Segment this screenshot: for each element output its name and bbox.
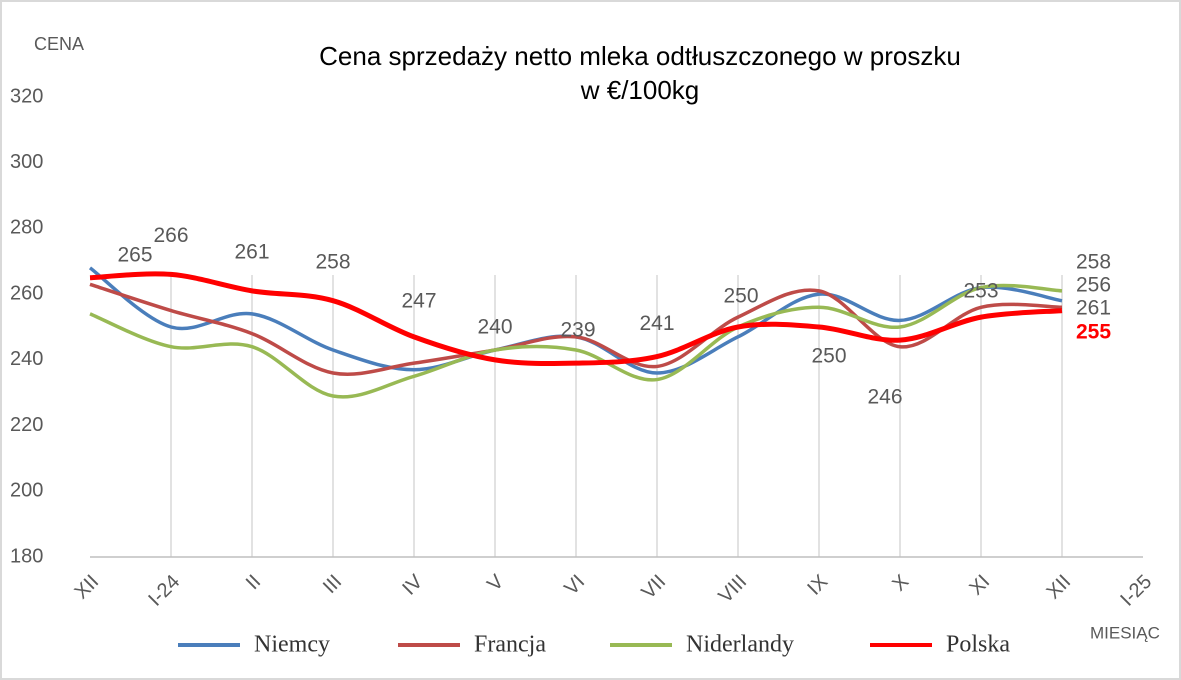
- data-label: 258: [1076, 251, 1111, 274]
- data-label: 241: [639, 312, 674, 335]
- data-label: 247: [401, 289, 436, 312]
- series-line: [89, 282, 1063, 376]
- data-label: 253: [963, 280, 998, 303]
- y-tick-label: 320: [10, 85, 43, 107]
- data-label: 239: [560, 319, 595, 342]
- chart-title: w €/100kg: [580, 75, 700, 105]
- y-tick-label: 260: [10, 282, 43, 304]
- data-label: 265: [117, 243, 152, 266]
- legend-label: Niemcy: [254, 632, 330, 658]
- y-tick-label: 220: [10, 414, 43, 436]
- chart-title: Cena sprzedaży netto mleka odtłuszczoneg…: [319, 41, 961, 71]
- y-axis-title: CENA: [34, 34, 84, 54]
- data-label: 256: [1076, 274, 1111, 297]
- data-label: 250: [723, 285, 758, 308]
- legend-label: Niderlandy: [686, 632, 794, 658]
- series-line: [89, 283, 1063, 399]
- legend-label: Francja: [474, 632, 546, 658]
- y-tick-label: 200: [10, 480, 43, 502]
- y-tick-label: 280: [10, 217, 43, 239]
- series-line: [89, 271, 1063, 367]
- y-tick-label: 180: [10, 545, 43, 567]
- legend-label: Polska: [946, 632, 1010, 658]
- data-label: 258: [315, 250, 350, 273]
- data-label: 261: [1076, 297, 1111, 320]
- data-label: 240: [477, 315, 512, 338]
- y-tick-label: 240: [10, 348, 43, 370]
- data-label: 250: [811, 345, 846, 368]
- data-label: 261: [234, 240, 269, 263]
- data-label: 266: [153, 224, 188, 247]
- x-axis-title: MIESIĄC: [1090, 623, 1160, 642]
- data-label: 246: [867, 386, 902, 409]
- y-tick-label: 300: [10, 151, 43, 173]
- data-label: 255: [1076, 321, 1111, 344]
